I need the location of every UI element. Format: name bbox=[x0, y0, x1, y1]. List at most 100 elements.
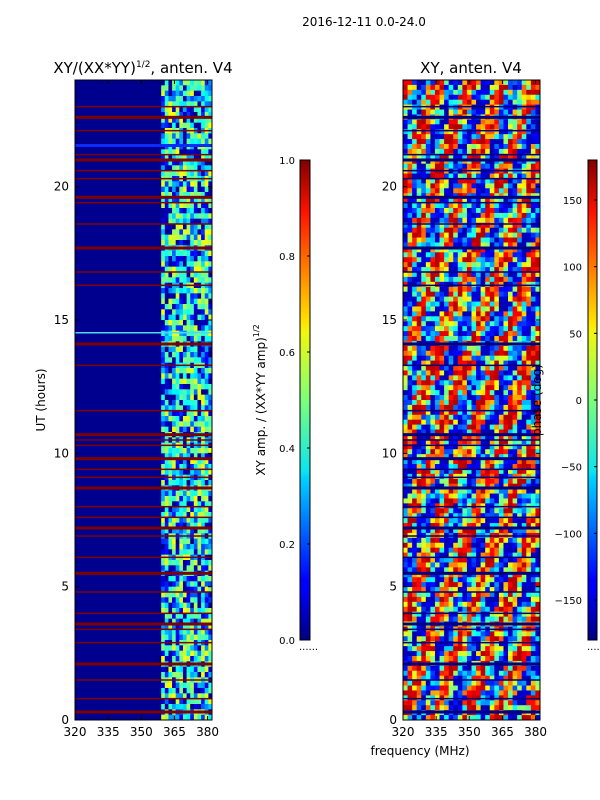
amplitude-cell bbox=[175, 624, 180, 630]
amplitude-cell bbox=[201, 565, 206, 572]
phase-cell bbox=[521, 80, 527, 86]
phase-cell bbox=[466, 395, 473, 401]
phase-cell bbox=[416, 208, 422, 214]
phase-cell bbox=[476, 286, 482, 293]
phase-cell bbox=[421, 227, 427, 234]
phase-cell bbox=[444, 124, 450, 130]
amplitude-cell bbox=[193, 133, 199, 140]
phase-cell bbox=[517, 188, 523, 194]
phase-cell bbox=[421, 385, 427, 391]
amplitude-cell bbox=[190, 544, 195, 550]
amplitude-cell bbox=[168, 517, 173, 524]
phase-cell bbox=[494, 208, 500, 214]
amplitude-cell bbox=[190, 448, 195, 454]
phase-cell bbox=[508, 488, 514, 495]
phase-cell bbox=[407, 217, 413, 224]
phase-cell bbox=[462, 488, 468, 495]
phase-cell bbox=[471, 385, 477, 391]
phase-cell bbox=[485, 80, 491, 86]
phase-cell bbox=[434, 232, 441, 239]
figure-title: 2016-12-11 0.0-24.0 bbox=[302, 15, 426, 29]
phase-cell bbox=[453, 129, 459, 135]
phase-cell bbox=[503, 129, 509, 135]
phase-cell bbox=[403, 242, 409, 248]
phase-cell bbox=[476, 429, 482, 436]
amplitude-cell bbox=[197, 576, 202, 582]
phase-cell bbox=[448, 419, 454, 426]
phase-cell bbox=[466, 592, 473, 598]
phase-cell bbox=[412, 400, 418, 406]
phase-cell bbox=[434, 99, 441, 106]
phase-cell bbox=[485, 528, 491, 534]
amplitude-bright-line bbox=[75, 332, 212, 334]
amplitude-cell bbox=[193, 250, 199, 257]
amplitude-cell bbox=[168, 405, 173, 412]
amplitude-cell bbox=[161, 250, 166, 257]
amplitude-cell bbox=[182, 250, 188, 257]
phase-cell bbox=[535, 267, 540, 273]
phase-cell bbox=[430, 262, 436, 268]
amplitude-cell bbox=[172, 336, 177, 342]
amplitude-cell bbox=[204, 544, 209, 550]
phase-cell bbox=[430, 429, 436, 436]
phase-cell bbox=[512, 596, 518, 603]
amplitude-cell bbox=[208, 544, 212, 550]
amplitude-cell bbox=[197, 464, 202, 470]
phase-cell bbox=[498, 493, 505, 500]
amplitude-cell bbox=[172, 234, 177, 241]
amplitude-cell bbox=[164, 122, 170, 129]
phase-cell bbox=[535, 370, 540, 376]
phase-cell bbox=[466, 493, 473, 500]
phase-cell bbox=[444, 493, 450, 500]
phase-cell bbox=[508, 173, 514, 180]
amplitude-cell bbox=[164, 160, 170, 166]
amplitude-cell bbox=[164, 389, 170, 396]
phase-cell bbox=[425, 547, 431, 554]
phase-cell bbox=[466, 375, 473, 381]
phase-cell bbox=[494, 99, 500, 106]
phase-cell bbox=[526, 153, 532, 160]
phase-cell bbox=[407, 424, 413, 431]
amplitude-cell bbox=[186, 522, 191, 529]
phase-cell bbox=[462, 153, 468, 160]
amplitude-cell bbox=[179, 106, 184, 113]
phase-cell bbox=[508, 203, 514, 209]
phase-cell bbox=[526, 203, 532, 209]
phase-cell bbox=[412, 242, 418, 248]
phase-cell bbox=[512, 306, 518, 312]
phase-cell bbox=[416, 119, 422, 125]
amplitude-cell bbox=[182, 389, 188, 396]
amplitude-cell bbox=[164, 581, 170, 588]
phase-cell bbox=[480, 365, 486, 372]
phase-cell bbox=[480, 301, 486, 308]
amplitude-cell bbox=[182, 549, 188, 556]
phase-cell bbox=[503, 217, 509, 224]
phase-cell bbox=[407, 262, 413, 268]
phase-cell bbox=[503, 163, 509, 170]
phase-cell bbox=[444, 80, 450, 86]
phase-cell bbox=[462, 478, 468, 485]
amplitude-cell bbox=[179, 448, 184, 454]
amplitude-cell bbox=[164, 80, 170, 86]
phase-cell bbox=[517, 409, 523, 416]
phase-cell bbox=[407, 247, 413, 253]
phase-cell bbox=[503, 262, 509, 268]
phase-cell bbox=[448, 439, 454, 445]
phase-cell bbox=[453, 454, 459, 460]
phase-cell bbox=[526, 306, 532, 312]
phase-cell bbox=[512, 286, 518, 293]
phase-cell bbox=[466, 454, 473, 460]
amplitude-cell bbox=[186, 613, 191, 620]
phase-cell bbox=[535, 291, 540, 298]
amplitude-cell bbox=[190, 464, 195, 470]
amplitude-cell bbox=[182, 154, 188, 161]
phase-cell bbox=[521, 601, 527, 608]
phase-cell bbox=[434, 468, 441, 475]
amplitude-cell bbox=[204, 218, 209, 225]
phase-cell bbox=[448, 552, 454, 559]
phase-cell bbox=[498, 350, 505, 357]
phase-cell bbox=[503, 301, 509, 308]
amplitude-cell bbox=[186, 96, 191, 102]
amplitude-cell bbox=[204, 154, 209, 161]
phase-cell bbox=[480, 158, 486, 165]
